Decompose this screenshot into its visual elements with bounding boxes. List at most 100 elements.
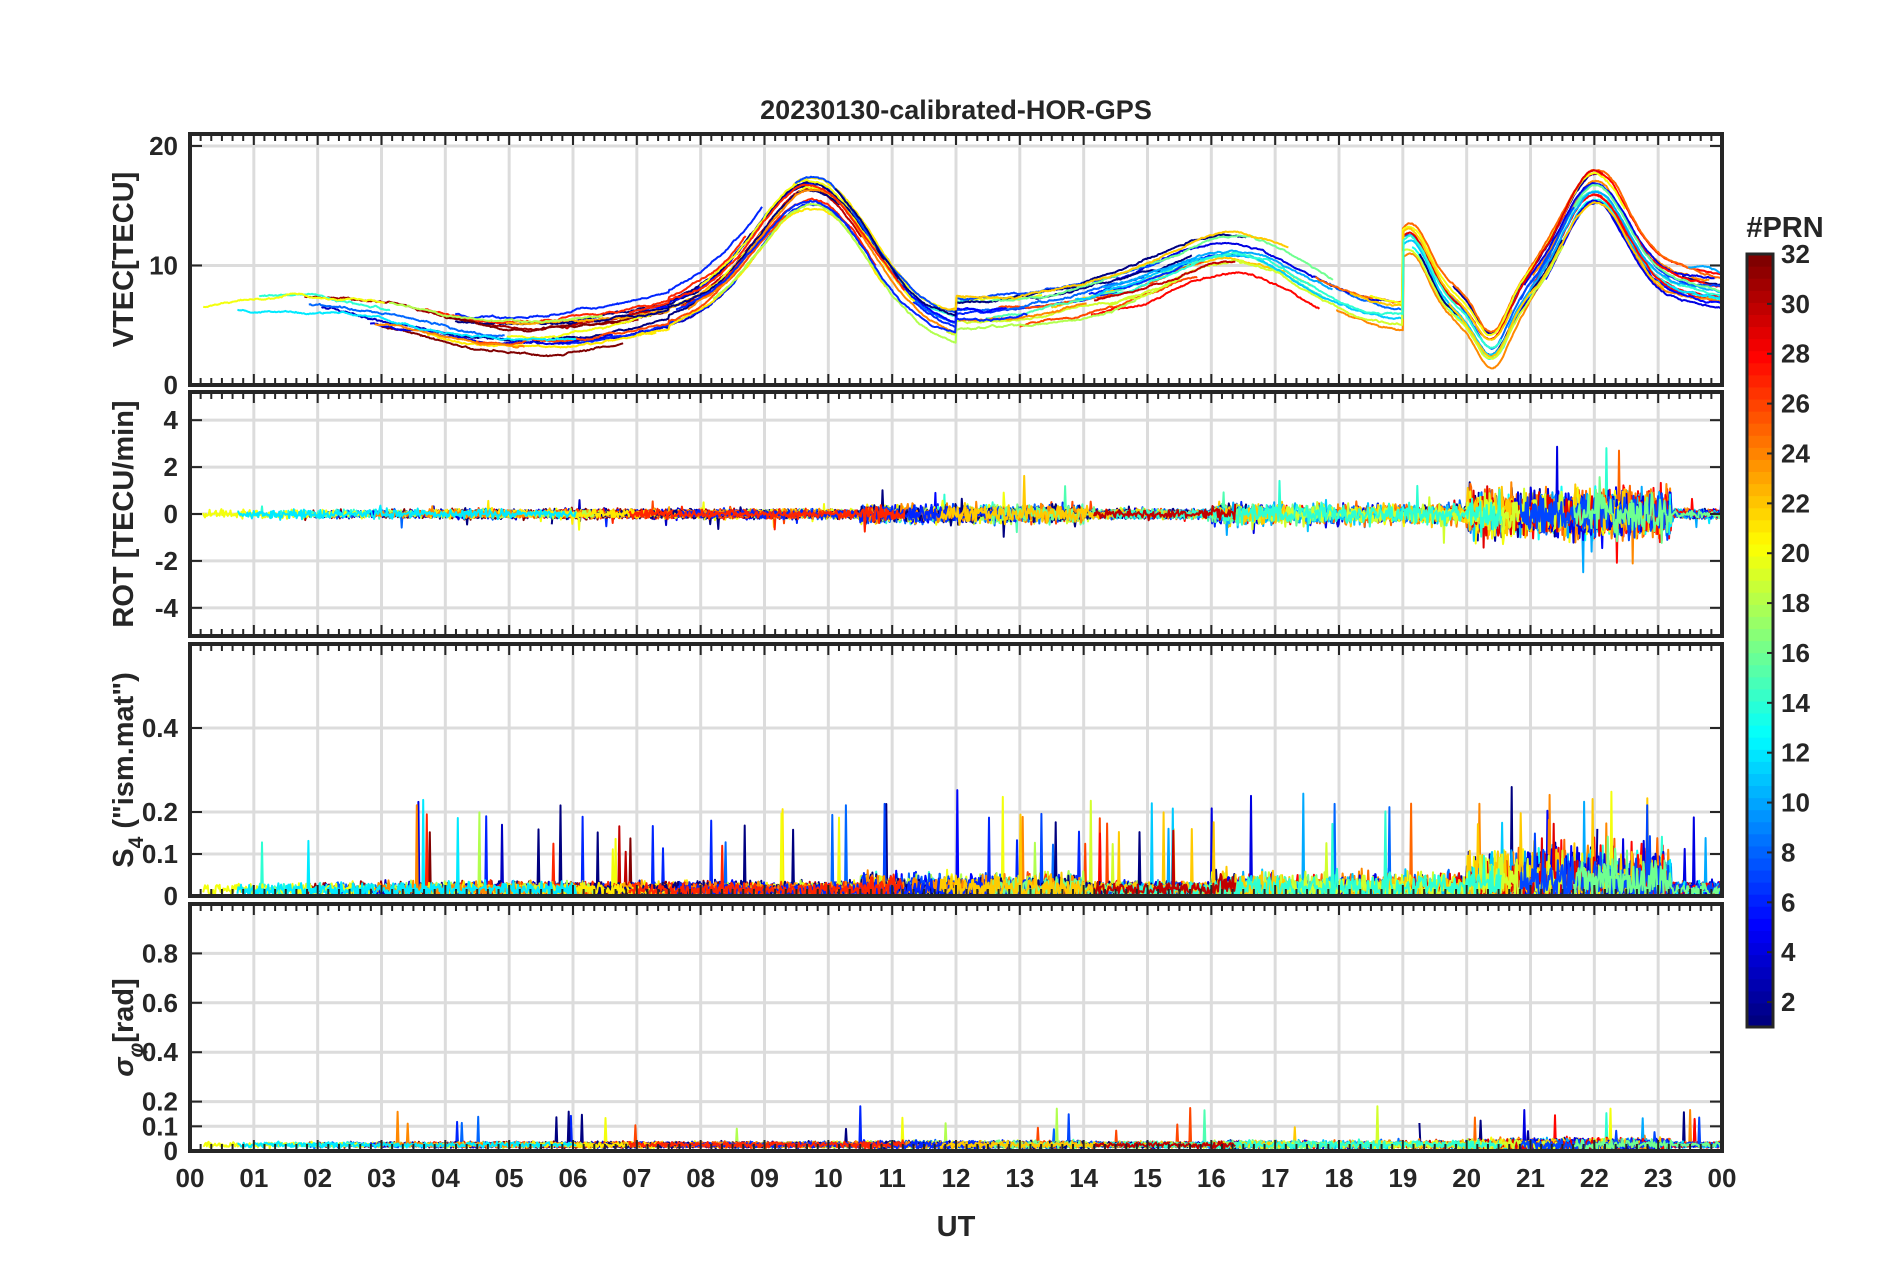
colorbar-segment: [1747, 809, 1773, 823]
series-prn-27: [628, 504, 906, 524]
colorbar-tick-label: 8: [1781, 837, 1795, 867]
series-prn-12: [237, 504, 577, 521]
colorbar-segment: [1747, 290, 1773, 303]
colorbar-tick-label: 2: [1781, 987, 1795, 1017]
colorbar-segment: [1747, 447, 1773, 460]
colorbar-frame: [1745, 252, 1775, 1029]
x-tick-label: 00: [1708, 1163, 1737, 1193]
series-prn-10: [1102, 249, 1333, 291]
x-tick-label: 22: [1580, 1163, 1609, 1193]
colorbar-tick-label: 28: [1781, 339, 1810, 369]
colorbar-segment: [1747, 845, 1773, 859]
colorbar-segment: [1747, 1002, 1773, 1016]
y-tick-label: 0.1: [142, 839, 178, 869]
colorbar-segment: [1747, 761, 1773, 774]
x-tick-label: 04: [431, 1163, 460, 1193]
x-tick-label: 10: [814, 1163, 843, 1193]
series-prn-10: [1687, 265, 1722, 275]
colorbar-segment: [1747, 362, 1773, 376]
colorbar-segment: [1747, 700, 1773, 714]
colorbar-segment: [1747, 616, 1773, 630]
x-tick-label: 01: [239, 1163, 268, 1193]
colorbar-segment: [1747, 568, 1773, 581]
colorbar-segment: [1747, 894, 1773, 907]
x-tick-label: 15: [1133, 1163, 1162, 1193]
x-tick-label: 11: [878, 1163, 906, 1193]
colorbar-tick-label: 14: [1781, 688, 1810, 718]
series-prn-14: [1111, 234, 1503, 349]
colorbar-segment: [1747, 821, 1773, 835]
colorbar-segment: [1747, 507, 1773, 521]
series-prn-16: [1573, 184, 1722, 293]
colorbar-tick-label: 12: [1781, 738, 1810, 768]
y-tick-label: 10: [149, 250, 178, 280]
x-tick-label: 00: [176, 1163, 205, 1193]
x-tick-label: 18: [1325, 1163, 1354, 1193]
series-prn-19: [1238, 245, 1565, 360]
x-tick-label: 02: [303, 1163, 332, 1193]
colorbar-segment: [1747, 676, 1773, 690]
y-tick-label: 0.4: [142, 1037, 179, 1067]
colorbar-tick-label: 24: [1781, 438, 1810, 468]
series-prn-30: [1093, 260, 1236, 302]
series-prn-22: [1349, 227, 1513, 341]
x-tick-label: 08: [686, 1163, 715, 1193]
colorbar-segment: [1747, 374, 1773, 388]
series-prn-8: [308, 302, 505, 338]
colorbar-segment: [1747, 797, 1773, 811]
series-prn-11: [1074, 239, 1508, 356]
colorbar-segment: [1747, 350, 1773, 364]
x-tick-label: 13: [1005, 1163, 1034, 1193]
colorbar-segment: [1747, 483, 1773, 497]
panel-sigma: 00.10.2 0.4 0.6 0.8 σφ[rad] 00 01 02 03 04 05 06 07 0…: [108, 902, 1737, 1193]
series-prn-24: [374, 323, 525, 349]
series-prn-30: [1093, 503, 1237, 522]
y-tick-label: 0.4: [142, 713, 179, 743]
y-tick-label: 0.6: [142, 988, 178, 1018]
colorbar-segment: [1747, 640, 1773, 654]
x-tick-label: 23: [1644, 1163, 1673, 1193]
x-tick-label: 09: [750, 1163, 779, 1193]
colorbar-segment: [1747, 411, 1773, 424]
colorbar-segment: [1747, 459, 1773, 473]
series-prn-4: [1523, 182, 1715, 286]
colorbar-segment: [1747, 833, 1773, 847]
chart-title: 20230130-calibrated-HOR-GPS: [760, 95, 1152, 125]
series-prn-20: [202, 292, 385, 309]
colorbar-segment: [1747, 555, 1773, 569]
colorbar-tick-label: 16: [1781, 638, 1810, 668]
series-prn-18: [389, 301, 603, 324]
series-prn-16: [1573, 476, 1722, 544]
series-prn-27: [628, 1139, 906, 1151]
colorbar-tick-label: 32: [1781, 239, 1810, 269]
colorbar-segment: [1747, 314, 1773, 328]
y-tick-label: 2: [164, 452, 178, 482]
colorbar-segment: [1747, 712, 1773, 726]
colorbar-segment: [1747, 664, 1773, 678]
y-tick-label: 0.1: [142, 1111, 178, 1141]
colorbar-tick-label: 18: [1781, 588, 1810, 618]
colorbar-segment: [1747, 688, 1773, 702]
colorbar-segment: [1747, 254, 1773, 267]
y-tick-label: 0: [164, 881, 178, 911]
colorbar-segment: [1747, 978, 1773, 992]
colorbar-segment: [1747, 954, 1773, 968]
series-prn-12: [236, 798, 578, 896]
colorbar-segment: [1747, 435, 1773, 448]
colorbar-segment: [1747, 266, 1773, 279]
series-prn-12: [1666, 283, 1722, 301]
series-prn-27: [628, 183, 906, 314]
colorbar-segment: [1747, 869, 1773, 883]
colorbar-segment: [1747, 990, 1773, 1004]
y-tick-label: -2: [155, 546, 178, 576]
x-tick-label: 06: [559, 1163, 588, 1193]
series-group: [202, 445, 1722, 574]
colorbar-segment: [1747, 737, 1773, 750]
colorbar-tick-label: 22: [1781, 488, 1810, 518]
colorbar-segment: [1747, 785, 1773, 799]
colorbar-segment: [1747, 773, 1773, 787]
series-prn-22: [939, 230, 1289, 311]
